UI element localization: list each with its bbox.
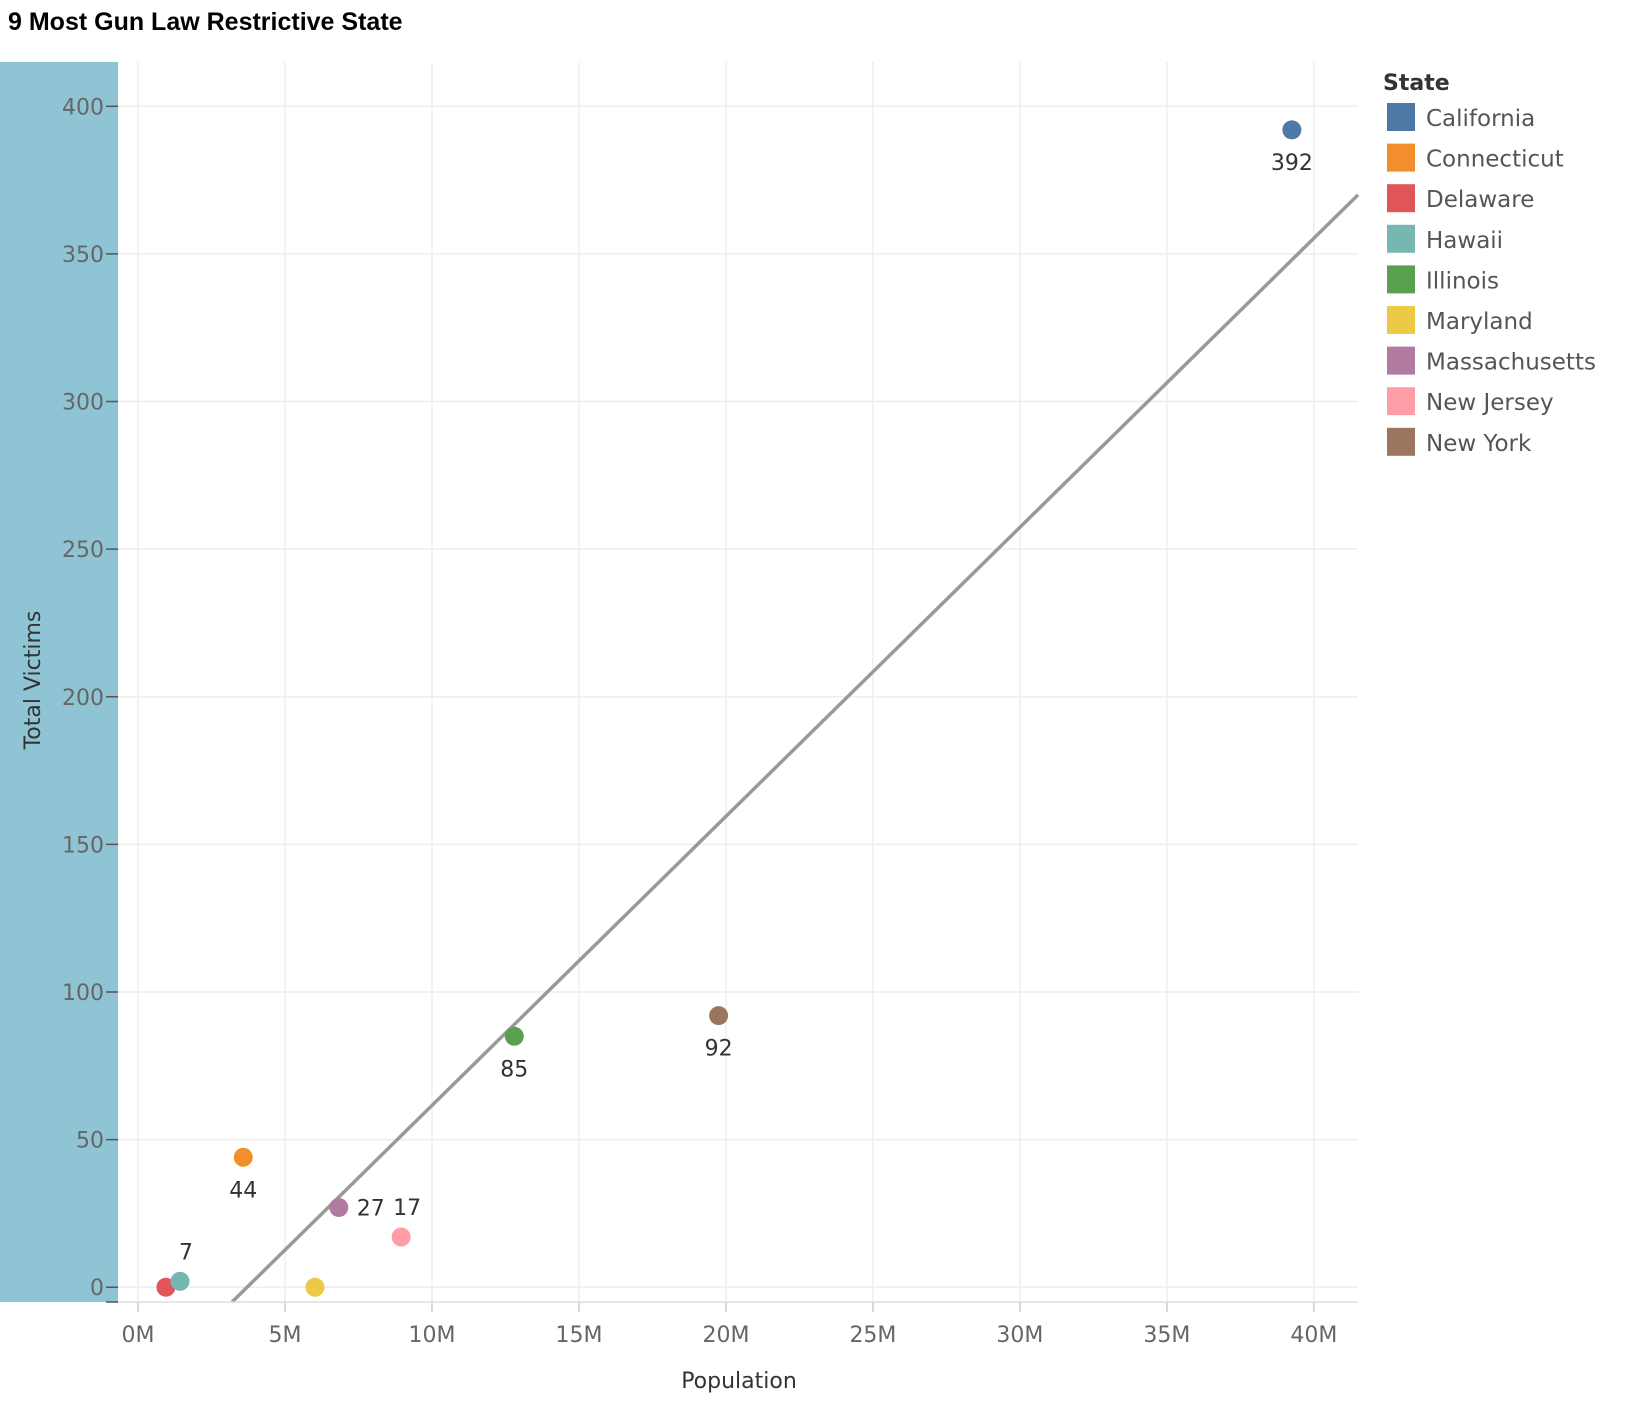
point-massachusetts <box>329 1198 349 1218</box>
legend-swatch-connecticut <box>1387 143 1415 172</box>
point-new-jersey <box>391 1227 411 1247</box>
legend-title: State <box>1383 71 1450 96</box>
x-tick-label: 20M <box>702 1323 749 1348</box>
legend-label-california: California <box>1426 106 1535 132</box>
legend-swatch-new-jersey <box>1387 387 1415 416</box>
legend-swatch-california <box>1387 103 1415 131</box>
trend-line <box>230 193 1360 1304</box>
point-illinois <box>504 1026 524 1046</box>
point-connecticut <box>233 1147 253 1167</box>
x-tick-label: 5M <box>268 1323 301 1348</box>
y-tick-label: 200 <box>62 686 104 711</box>
y-axis-band <box>0 62 118 1302</box>
data-label-massachusetts: 27 <box>357 1197 385 1222</box>
data-label-california: 392 <box>1271 151 1313 176</box>
x-axis-title: Population <box>681 1369 797 1394</box>
x-tick-label: 25M <box>849 1323 896 1348</box>
legend: State California Connecticut Delaware Hawai… <box>1383 71 1596 457</box>
x-tick-label: 30M <box>996 1323 1043 1348</box>
data-label-new-york: 92 <box>705 1037 733 1062</box>
x-tick-label: 15M <box>555 1323 602 1348</box>
data-label-new-jersey: 17 <box>393 1196 421 1221</box>
x-tick-label: 10M <box>408 1323 455 1348</box>
legend-label-massachusetts: Massachusetts <box>1426 350 1596 376</box>
x-tick-label: 35M <box>1143 1323 1190 1348</box>
axes: 0 50 100 150 200 250 300 350 400 0M 5M 10M 15M 20M 25M… <box>62 95 1358 1348</box>
x-tick-label: 0M <box>122 1323 155 1348</box>
y-tick-label: 300 <box>62 391 104 416</box>
y-tick-label: 0 <box>90 1276 104 1301</box>
y-tick-label: 150 <box>62 833 104 858</box>
chart-title: 9 Most Gun Law Restrictive State <box>8 8 403 36</box>
legend-swatch-illinois <box>1387 265 1415 294</box>
legend-swatch-new-york <box>1387 427 1415 456</box>
legend-label-delaware: Delaware <box>1426 187 1534 213</box>
y-tick-label: 400 <box>62 95 104 120</box>
point-hawaii <box>170 1271 190 1291</box>
legend-swatch-hawaii <box>1387 224 1415 253</box>
legend-swatch-delaware <box>1387 184 1415 213</box>
y-tick-label: 250 <box>62 538 104 563</box>
point-california <box>1282 120 1302 140</box>
legend-label-illinois: Illinois <box>1426 268 1499 294</box>
x-tick-label: 40M <box>1290 1323 1337 1348</box>
y-axis-title: Total Victims <box>21 611 46 751</box>
y-tick-label: 50 <box>76 1129 104 1154</box>
legend-label-new-york: New York <box>1426 431 1532 457</box>
legend-label-new-jersey: New Jersey <box>1426 390 1554 416</box>
y-tick-label: 100 <box>62 981 104 1006</box>
trend-line-group <box>230 193 1360 1304</box>
legend-swatch-maryland <box>1387 306 1415 334</box>
data-points <box>156 120 1302 1297</box>
legend-label-connecticut: Connecticut <box>1426 147 1564 173</box>
data-labels: 392 44 7 85 27 17 92 <box>179 151 1313 1265</box>
legend-label-maryland: Maryland <box>1426 309 1533 335</box>
data-label-illinois: 85 <box>500 1057 528 1082</box>
grid <box>118 62 1358 1302</box>
point-new-york <box>709 1006 729 1026</box>
data-label-connecticut: 44 <box>229 1178 257 1203</box>
y-tick-label: 350 <box>62 243 104 268</box>
point-maryland <box>305 1277 325 1297</box>
data-label-hawaii: 7 <box>179 1240 193 1265</box>
legend-swatch-massachusetts <box>1387 346 1415 375</box>
legend-label-hawaii: Hawaii <box>1426 228 1503 254</box>
